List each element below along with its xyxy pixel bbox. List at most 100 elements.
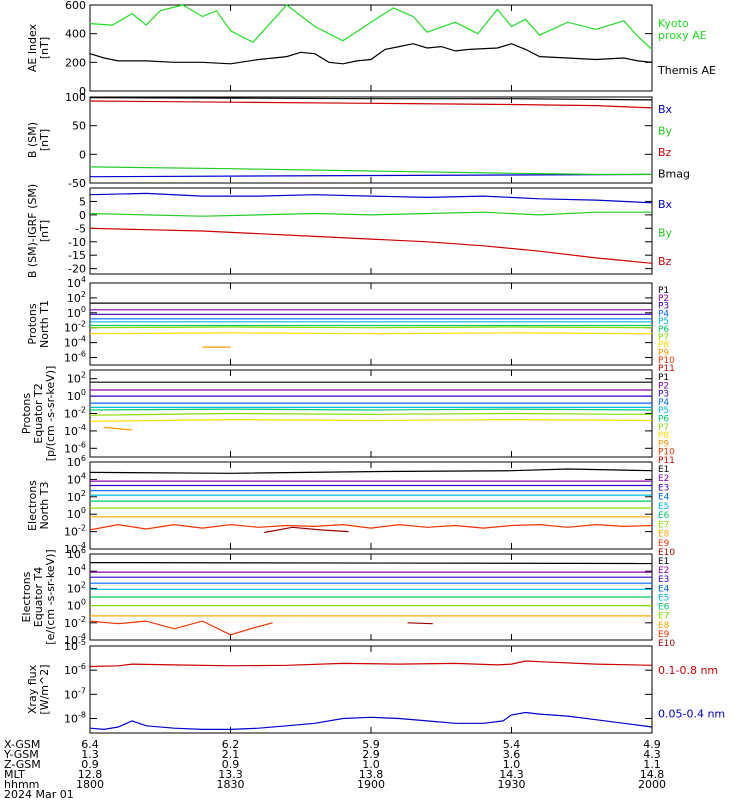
y-tick-label: 100 <box>65 91 86 104</box>
y-axis-label: [e/(cm -s-sr-keV)] <box>44 549 57 644</box>
panel-frame <box>89 645 653 734</box>
ephemeris-value: 1900 <box>357 778 385 791</box>
series-line <box>89 561 653 565</box>
series-line <box>104 426 133 431</box>
legend-label: proxy AE <box>658 29 707 42</box>
y-tick-label: 102 <box>67 290 86 305</box>
series-line <box>89 523 653 531</box>
y-tick-label: 100 <box>67 305 86 320</box>
y-tick-label: 10-5 <box>64 638 86 653</box>
ephemeris-value: 14.3 <box>499 768 524 781</box>
legend-label: P9 <box>658 348 669 358</box>
ephemeris-value: 5.9 <box>362 738 380 751</box>
legend-label: Kyoto <box>658 17 689 30</box>
legend-label: E1 <box>658 557 669 567</box>
y-tick-label: 104 <box>67 471 86 486</box>
series-line <box>264 526 349 534</box>
y-tick-label: 100 <box>67 388 86 403</box>
ephemeris-value: 2000 <box>638 778 666 791</box>
legend-label: E7 <box>658 520 669 530</box>
ephemeris-value: 4.3 <box>643 748 661 761</box>
legend-label: Themis AE <box>657 64 716 77</box>
y-tick-label: 0 <box>79 148 86 161</box>
legend-label: P5 <box>658 406 669 416</box>
legend-label: E3 <box>658 483 669 493</box>
legend-label: E1 <box>658 465 669 475</box>
y-axis-label: [nT] <box>38 220 51 242</box>
y-tick-label: 50 <box>72 120 86 133</box>
y-tick-label: 600 <box>65 0 86 12</box>
y-tick-label: 10-2 <box>64 524 86 539</box>
legend-label: P9 <box>658 439 669 449</box>
series-line <box>89 326 653 329</box>
y-axis-label: North T3 <box>38 482 51 530</box>
y-tick-label: 10-7 <box>64 686 86 701</box>
y-tick-label: 100 <box>67 598 86 613</box>
legend-label: By <box>658 124 673 137</box>
y-tick-label: 104 <box>67 563 86 578</box>
legend-label: E2 <box>658 566 669 576</box>
series-line <box>89 332 653 335</box>
legend-label: E8 <box>658 621 670 631</box>
ephemeris-label: hhmm <box>4 778 39 791</box>
ephemeris-label: X-GSM <box>4 738 40 751</box>
series-line <box>89 43 653 65</box>
series-line <box>89 418 653 422</box>
y-tick-label: 10-2 <box>64 615 86 630</box>
legend-label: P4 <box>658 398 669 408</box>
panel-frame <box>89 187 653 275</box>
y-tick-label: 102 <box>67 371 86 386</box>
legend-label: P6 <box>658 325 669 335</box>
series-line <box>89 660 653 668</box>
legend-label: P2 <box>658 381 669 391</box>
legend-label: E10 <box>658 639 675 649</box>
legend-label: E8 <box>658 530 670 540</box>
legend-label: E4 <box>658 584 670 594</box>
ephemeris-value: 1.3 <box>81 748 99 761</box>
ephemeris-value: 1830 <box>217 778 245 791</box>
series-line <box>407 622 433 625</box>
y-tick-label: 10-6 <box>64 440 86 455</box>
legend-label: Bmag <box>658 167 690 180</box>
y-axis-label: Electrons <box>26 480 39 531</box>
ephemeris-label: Y-GSM <box>3 748 39 761</box>
legend-label: P10 <box>658 356 675 366</box>
y-tick-label: 102 <box>67 489 86 504</box>
legend-label: P1 <box>658 373 669 383</box>
y-axis-label: [nT] <box>38 129 51 151</box>
panel-frame <box>89 282 653 366</box>
y-axis-label: Equator T2 <box>32 383 45 443</box>
legend-label: P5 <box>658 317 669 327</box>
ephemeris-value: 1930 <box>498 778 526 791</box>
panel-frame <box>89 461 653 550</box>
legend-label: P8 <box>658 341 669 351</box>
series-line <box>89 211 652 217</box>
y-axis-label: [nT] <box>38 37 51 59</box>
y-tick-label: 106 <box>67 546 86 561</box>
y-axis-label: North T1 <box>38 300 51 348</box>
y-tick-label: 100 <box>67 506 86 521</box>
legend-label: E3 <box>658 575 669 585</box>
ephemeris-value: 0.9 <box>222 758 240 771</box>
y-axis-label: Equator T4 <box>32 567 45 627</box>
legend-label: E4 <box>658 493 670 503</box>
legend-label: By <box>658 226 673 239</box>
legend-label: P11 <box>658 364 675 374</box>
legend-label: P2 <box>658 294 669 304</box>
legend-label: Bx <box>658 198 673 211</box>
series-line <box>89 97 653 101</box>
y-axis-label: Protons <box>20 393 33 434</box>
ephemeris-value: 0.9 <box>81 758 99 771</box>
y-axis-label: Xray flux <box>26 664 39 714</box>
legend-label: P3 <box>658 390 669 400</box>
legend-label: Bz <box>658 146 672 159</box>
ephemeris-value: 5.4 <box>503 738 521 751</box>
legend-label: P7 <box>658 423 669 433</box>
legend-label: P3 <box>658 302 669 312</box>
legend-label: E10 <box>658 548 675 558</box>
series-line <box>89 711 653 731</box>
y-tick-label: 10-4 <box>64 335 86 350</box>
legend-label: E2 <box>658 474 669 484</box>
